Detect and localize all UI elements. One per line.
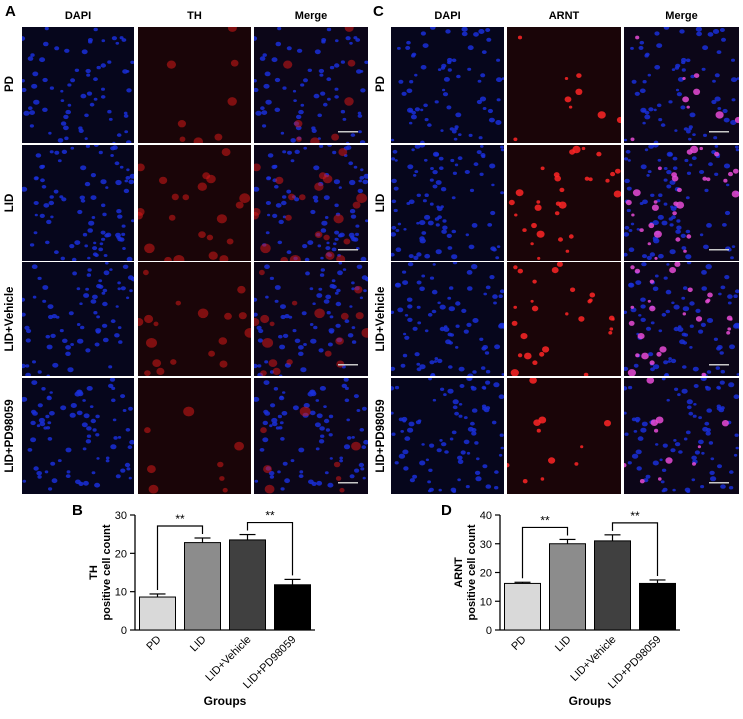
micrograph-lid-pd98059-merge-c [624, 378, 739, 494]
scale-bar [709, 249, 729, 251]
micrograph-lid-vehicle-merge-a [254, 262, 368, 376]
panel-letter-d: D [441, 502, 452, 519]
row-label-lid-pd98059-a: LID+PD98059 [4, 399, 16, 473]
significance-label: ** [265, 509, 275, 523]
scale-bar [709, 131, 729, 133]
micrograph-pd-arnt [507, 27, 621, 143]
row-label-pd-a: PD [4, 76, 16, 92]
micrograph-lid-pd98059-dapi-a [22, 378, 134, 494]
panel-letter-a: A [5, 3, 16, 20]
significance-bracket [611, 522, 659, 576]
y-tick-label: 20 [115, 548, 127, 560]
micrograph-lid-vehicle-merge-c [624, 262, 739, 376]
row-label-lid-c: LID [375, 193, 387, 213]
x-axis-label: Groups [569, 694, 612, 708]
y-tick-label: 30 [115, 510, 127, 522]
micrograph-lid-pd98059-th [138, 378, 251, 494]
col-header-dapi-a: DAPI [64, 10, 92, 22]
significance-label: ** [540, 513, 550, 527]
micrograph-lid-arnt [507, 145, 621, 261]
scale-bar [338, 364, 358, 366]
bar-2 [594, 540, 631, 631]
micrograph-pd-dapi-a [22, 27, 134, 143]
y-axis-label-line2: positive cell count [466, 524, 478, 620]
y-tick-label: 30 [480, 539, 492, 551]
x-tick-label: PD [144, 634, 163, 653]
row-label-lid-vehicle-c: LID+Vehicle [375, 286, 387, 352]
y-tick-label: 10 [480, 596, 492, 608]
y-axis-label: TH [88, 565, 100, 580]
panel-letter-c: C [373, 3, 384, 20]
micrograph-lid-vehicle-th [138, 262, 251, 376]
scale-bar [338, 249, 358, 251]
y-axis-label-line2: positive cell count [101, 524, 113, 620]
x-axis-label: Groups [204, 694, 247, 708]
y-tick-label: 0 [486, 625, 492, 637]
panel-letter-b: B [72, 502, 83, 519]
micrograph-lid-pd98059-dapi-c [391, 378, 504, 494]
micrograph-lid-dapi-c [391, 145, 504, 261]
y-tick-label: 20 [480, 568, 492, 580]
row-label-lid-a: LID [4, 193, 16, 213]
micrograph-lid-th [138, 145, 251, 261]
micrograph-lid-dapi-a [22, 145, 134, 261]
micrograph-lid-merge-a [254, 145, 368, 261]
bar-1 [549, 543, 586, 631]
x-tick-label: PD [509, 634, 528, 653]
micrograph-lid-pd98059-merge-a [254, 378, 368, 494]
col-header-arnt: ARNT [548, 10, 580, 22]
col-header-dapi-c: DAPI [434, 10, 461, 22]
scale-bar [709, 364, 729, 366]
col-header-merge-c: Merge [665, 10, 698, 22]
x-tick-label: LID [188, 634, 209, 655]
bar-3 [639, 582, 676, 631]
micrograph-lid-vehicle-dapi-c [391, 262, 504, 376]
scale-bar [338, 482, 358, 484]
significance-bracket [521, 526, 569, 579]
row-label-pd-c: PD [375, 76, 387, 92]
y-axis-label: ARNT [453, 557, 465, 588]
significance-label: ** [630, 509, 640, 523]
col-header-merge-a: Merge [294, 10, 328, 22]
micrograph-pd-merge-a [254, 27, 368, 143]
bar-0 [139, 596, 176, 631]
y-tick-label: 0 [121, 625, 127, 637]
bar-3 [274, 584, 311, 631]
micrograph-lid-vehicle-dapi-a [22, 262, 134, 376]
micrograph-lid-pd98059-arnt [507, 378, 621, 494]
row-label-lid-vehicle-a: LID+Vehicle [4, 286, 16, 352]
significance-bracket [156, 525, 204, 590]
significance-label: ** [175, 512, 185, 526]
micrograph-lid-merge-c [624, 145, 739, 261]
bar-0 [504, 582, 541, 631]
scale-bar [709, 482, 729, 484]
y-tick-label: 40 [480, 510, 492, 522]
y-tick-label: 10 [115, 587, 127, 599]
bar-2 [229, 539, 266, 631]
significance-bracket [246, 521, 294, 576]
micrograph-pd-merge-c [624, 27, 739, 143]
scale-bar [338, 131, 358, 133]
bar-1 [184, 542, 221, 631]
col-header-th: TH [187, 10, 202, 22]
x-tick-label: LID [553, 634, 574, 655]
row-label-lid-pd98059-c: LID+PD98059 [375, 399, 387, 473]
micrograph-lid-vehicle-arnt [507, 262, 621, 376]
micrograph-pd-th [138, 27, 251, 143]
micrograph-pd-dapi-c [391, 27, 504, 143]
